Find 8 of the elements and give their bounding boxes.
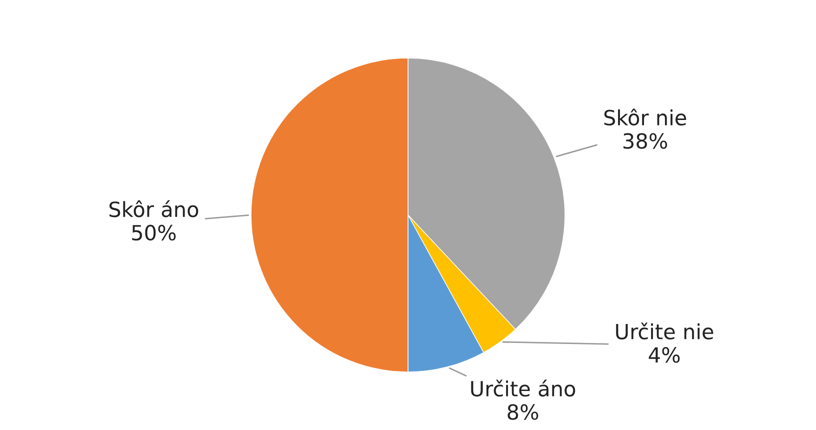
slice-label: Určite áno	[471, 380, 576, 397]
slice-label: Skôr nie	[604, 108, 686, 126]
data-label: 38%	[624, 133, 668, 149]
slice-label: Skôr áno	[109, 200, 198, 218]
data-label: 50%	[132, 224, 176, 241]
data-label: 8%	[508, 404, 538, 420]
slice-label: Určite nie	[616, 322, 714, 340]
data-label: 4%	[648, 347, 680, 363]
